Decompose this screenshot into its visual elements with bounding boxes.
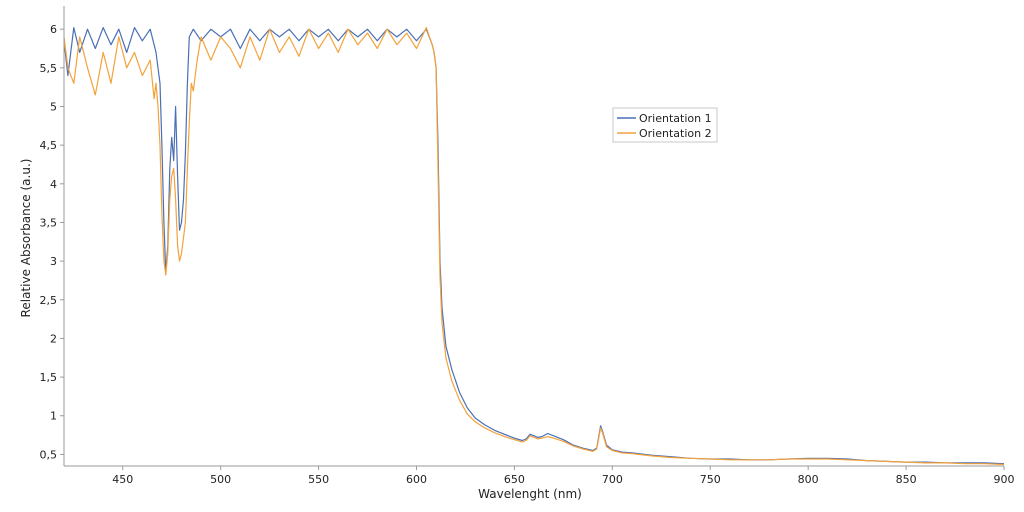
x-tick-label: 650	[504, 473, 525, 486]
x-tick-label: 600	[406, 473, 427, 486]
y-tick-label: 0,5	[40, 448, 58, 461]
y-tick-label: 4	[50, 178, 57, 191]
x-tick-label: 450	[112, 473, 133, 486]
x-tick-label: 800	[798, 473, 819, 486]
x-tick-label: 850	[896, 473, 917, 486]
y-tick-label: 1,5	[40, 371, 58, 384]
x-tick-label: 700	[602, 473, 623, 486]
y-tick-label: 6	[50, 23, 57, 36]
legend: Orientation 1 Orientation 2	[612, 107, 718, 143]
y-axis-title: Relative Absorbance (a.u.)	[19, 159, 33, 318]
y-tick-label: 2,5	[40, 294, 58, 307]
legend-label-orientation-1: Orientation 1	[639, 112, 712, 125]
y-axis-ticks: 0,5 1 1,5 2 2,5 3 3,5 4 4,5 5 5,5 6	[40, 23, 64, 461]
y-tick-label: 1	[50, 410, 57, 423]
y-tick-label: 3	[50, 255, 57, 268]
plot-background	[64, 6, 1004, 466]
x-tick-label: 550	[308, 473, 329, 486]
y-tick-label: 2	[50, 332, 57, 345]
series-line-orientation-2	[63, 27, 1005, 466]
x-axis-title: Wavelenght (nm)	[478, 487, 582, 501]
x-tick-label: 900	[994, 473, 1015, 486]
y-tick-label: 3,5	[40, 216, 58, 229]
legend-box	[612, 107, 718, 143]
x-tick-label: 750	[700, 473, 721, 486]
series-layer	[63, 27, 1005, 466]
legend-label-orientation-2: Orientation 2	[639, 127, 712, 140]
y-tick-label: 5,5	[40, 62, 58, 75]
x-axis-ticks: 450 500 550 600 650 700 750 800 850 900	[112, 466, 1015, 486]
y-tick-label: 4,5	[40, 139, 58, 152]
x-tick-label: 500	[210, 473, 231, 486]
y-tick-label: 5	[50, 101, 57, 114]
